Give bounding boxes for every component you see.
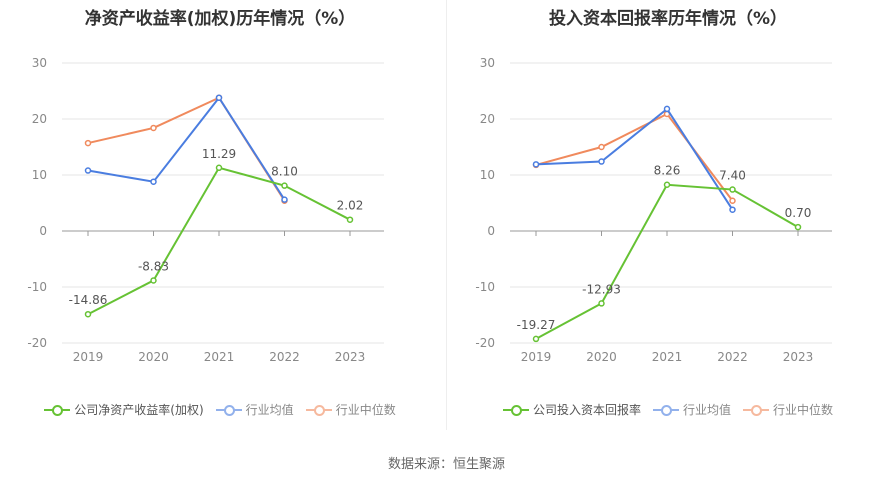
median-series-line <box>87 96 286 202</box>
avg-point <box>598 158 605 165</box>
median-series-line <box>535 112 734 202</box>
company-point <box>794 223 802 231</box>
company-point <box>84 310 92 318</box>
x-tick-label: 2021 <box>204 350 235 364</box>
y-tick-label: -10 <box>27 280 47 294</box>
y-tick-label: 0 <box>487 224 495 238</box>
median-point <box>729 197 736 205</box>
legend-marker-icon <box>743 404 769 416</box>
legend-item-median[interactable]: 行业中位数 <box>743 401 833 418</box>
data-label: -19.27 <box>517 318 556 332</box>
x-tick-label: 2019 <box>73 350 104 364</box>
y-tick-label: 10 <box>480 168 495 182</box>
company-point <box>281 182 288 189</box>
y-tick-label: 30 <box>480 56 495 70</box>
data-label: 8.26 <box>654 164 681 178</box>
chart-legend: 公司投入资本回报率 行业均值 行业中位数 <box>448 401 888 418</box>
legend-marker-icon <box>652 404 679 416</box>
y-tick-label: 20 <box>480 112 495 126</box>
avg-point <box>150 178 157 185</box>
data-label: 11.29 <box>202 147 236 161</box>
data-label: 7.40 <box>719 169 746 183</box>
legend-item-company[interactable]: 公司投入资本回报率 <box>502 401 641 418</box>
avg-point <box>663 105 671 113</box>
company-point <box>598 300 605 307</box>
y-tick-label: 30 <box>32 56 47 70</box>
company-series-line <box>87 166 351 316</box>
roic-chart: -20 -10 0 10 20 30 2019 2020 2021 2022 2023 -19.27 -… <box>475 56 832 364</box>
median-point <box>598 143 605 151</box>
avg-point <box>281 196 288 203</box>
chart-legend: 公司净资产收益率(加权) 行业均值 行业中位数 <box>0 401 440 418</box>
x-tick-label: 2021 <box>652 350 683 364</box>
y-tick-label: -20 <box>475 336 495 350</box>
chart-title: 净资产收益率(加权)历年情况（%） <box>84 9 356 29</box>
x-tick-label: 2019 <box>521 350 552 364</box>
company-point <box>729 186 736 193</box>
legend-item-median[interactable]: 行业中位数 <box>305 401 396 418</box>
legend-marker-icon <box>502 404 529 416</box>
data-source-note: 数据来源：恒生聚源 <box>387 457 505 472</box>
legend-label: 公司投入资本回报率 <box>532 403 641 417</box>
chart-title: 投入资本回报率历年情况（%） <box>548 9 788 29</box>
y-tick-label: -10 <box>475 280 495 294</box>
avg-series-line <box>87 95 286 201</box>
company-point <box>663 181 671 188</box>
data-label: 0.70 <box>785 206 812 220</box>
data-label: -14.86 <box>69 293 108 307</box>
legend-label: 行业均值 <box>682 403 731 417</box>
legend-label: 行业均值 <box>245 403 294 417</box>
legend-marker-icon <box>44 404 71 416</box>
legend-label: 行业中位数 <box>335 403 396 417</box>
data-label: -8.83 <box>138 259 169 273</box>
company-series-line <box>535 183 799 340</box>
legend-item-avg[interactable]: 行业均值 <box>652 401 731 418</box>
legend-marker-icon <box>215 404 242 416</box>
data-label: 8.10 <box>271 165 298 179</box>
avg-point <box>215 94 223 101</box>
x-tick-label: 2023 <box>335 350 366 364</box>
panel-divider <box>446 0 447 430</box>
company-point <box>532 335 540 343</box>
x-tick-label: 2022 <box>717 350 748 364</box>
y-tick-label: -20 <box>27 336 47 350</box>
company-point <box>215 164 223 172</box>
avg-point <box>84 167 92 174</box>
avg-series-line <box>535 107 734 211</box>
x-tick-label: 2020 <box>138 350 169 364</box>
legend-item-company[interactable]: 公司净资产收益率(加权) <box>44 401 204 418</box>
chart-panel-roe: 净资产收益率(加权)历年情况（%） -20 -10 0 10 20 30 2019 2020 2… <box>0 0 440 440</box>
x-tick-label: 2022 <box>269 350 300 364</box>
company-point <box>150 277 157 284</box>
y-tick-label: 10 <box>32 168 47 182</box>
avg-point <box>532 161 540 168</box>
legend-item-avg[interactable]: 行业均值 <box>215 401 294 418</box>
avg-point <box>729 206 736 213</box>
median-point <box>84 139 92 147</box>
x-tick-label: 2020 <box>586 350 617 364</box>
chart-panel-roic: 投入资本回报率历年情况（%） -20 -10 0 10 20 30 2019 2020 2021… <box>448 0 888 440</box>
median-point <box>150 124 157 132</box>
legend-label: 行业中位数 <box>773 403 834 417</box>
data-label: -12.93 <box>582 282 621 296</box>
y-tick-label: 20 <box>32 112 47 126</box>
legend-label: 公司净资产收益率(加权) <box>74 403 204 417</box>
y-tick-label: 0 <box>39 224 47 238</box>
legend-marker-icon <box>305 404 332 416</box>
x-tick-label: 2023 <box>783 350 814 364</box>
company-point <box>346 216 354 223</box>
roe-chart: -20 -10 0 10 20 30 2019 2020 2021 2022 2023 -14.86 -… <box>27 56 384 364</box>
data-label: 2.02 <box>337 199 364 213</box>
